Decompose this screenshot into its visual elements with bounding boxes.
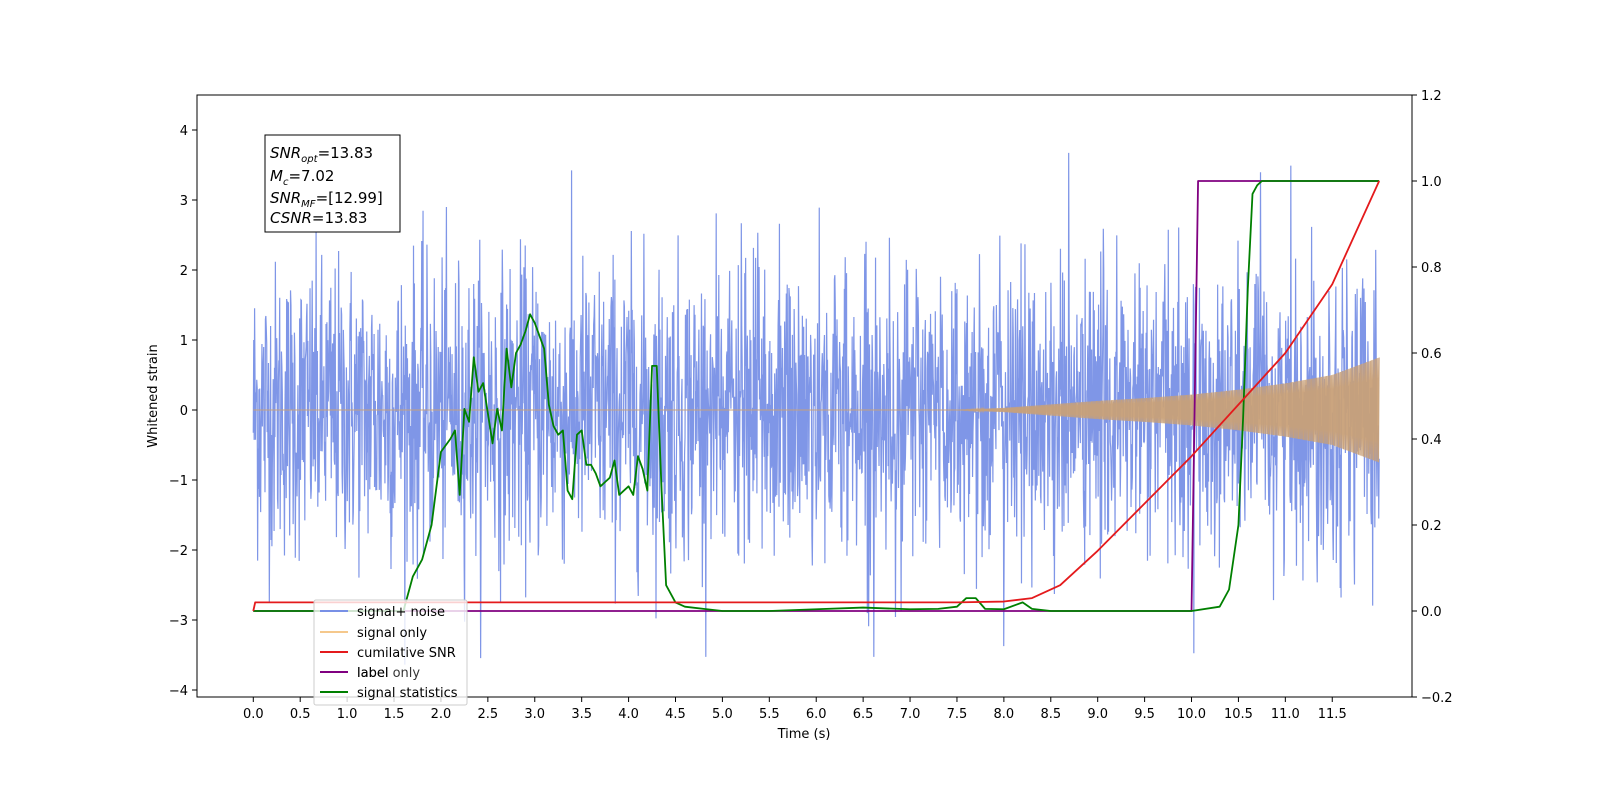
- x-axis: 0.0 0.5 1.0 1.5 2.0 2.5 3.0 3.5 4.0 4.5 5.0 5.5 6.0 6…: [243, 697, 1347, 722]
- x-tick-label: 6.0: [806, 707, 827, 722]
- legend-label-label: label: [357, 666, 388, 681]
- series-cumulative-snr: [252, 180, 1380, 612]
- x-tick-label: 1.0: [337, 707, 358, 722]
- y-tick-label: 4: [180, 124, 188, 139]
- annotation-box: SNRopt=13.83 Mc=7.02 SNRMF=[12.99] CSNR=…: [264, 134, 401, 233]
- legend-label-signal-statistics: signal statistics: [357, 686, 458, 701]
- x-tick-label: 0.5: [290, 707, 311, 722]
- series-signal-only: [253, 357, 1380, 463]
- plot-frame: [196, 94, 1413, 698]
- annotation-snr-opt: SNRopt=13.83: [270, 144, 373, 165]
- x-tick-label: 11.0: [1271, 707, 1300, 722]
- legend-label-cumulative-snr: cumilative SNR: [357, 646, 456, 661]
- y-tick-label: 3: [180, 194, 188, 209]
- x-tick-label: 7.5: [947, 707, 968, 722]
- y2-tick-label: 0.0: [1421, 605, 1442, 620]
- annotation-csnr: CSNR=13.83: [270, 209, 367, 227]
- y-axis-label: Whitened strain: [146, 344, 161, 447]
- legend-ghost-label-only: label only: [357, 666, 420, 681]
- x-tick-label: 5.5: [759, 707, 780, 722]
- legend: signal+ noise signal only cumilative SNR…: [313, 599, 468, 706]
- x-tick-label: 0.0: [243, 707, 264, 722]
- x-tick-label: 8.0: [994, 707, 1015, 722]
- x-tick-label: 2.0: [431, 707, 452, 722]
- legend-frame: [313, 599, 468, 706]
- y-tick-label: 2: [180, 264, 188, 279]
- y-axis-right: 1.2 1.0 0.8 0.6 0.4 0.2 0.0 −0.2: [1412, 89, 1453, 706]
- y2-tick-label: 1.0: [1421, 175, 1442, 190]
- annotation-frame: [264, 134, 401, 233]
- x-tick-label: 1.5: [384, 707, 405, 722]
- y2-tick-label: 0.4: [1421, 433, 1442, 448]
- x-tick-label: 3.0: [524, 707, 545, 722]
- y-tick-label: −4: [169, 684, 188, 699]
- annotation-snr-mf: SNRMF=[12.99]: [270, 189, 383, 210]
- y-tick-label: −3: [169, 614, 188, 629]
- x-tick-label: 6.5: [853, 707, 874, 722]
- legend-label-signal-noise: signal+ noise: [357, 605, 445, 620]
- y2-tick-label: −0.2: [1421, 691, 1453, 706]
- y2-tick-label: 0.6: [1421, 347, 1442, 362]
- series-signal-noise: [252, 152, 1380, 665]
- y-tick-label: −2: [169, 544, 188, 559]
- x-tick-label: 8.5: [1040, 707, 1061, 722]
- x-axis-label: Time (s): [777, 727, 831, 742]
- annotation-chirp-mass: Mc=7.02: [270, 167, 334, 188]
- y2-tick-label: 0.2: [1421, 519, 1442, 534]
- x-tick-label: 4.5: [665, 707, 686, 722]
- y-tick-label: 1: [180, 334, 188, 349]
- y-axis-left: 4 3 2 1 0 −1 −2 −3 −4: [169, 124, 197, 699]
- series-layer: [252, 152, 1380, 665]
- series-signal-statistics: [253, 180, 1380, 612]
- y-tick-label: 0: [180, 404, 188, 419]
- y2-tick-label: 0.8: [1421, 261, 1442, 276]
- x-tick-label: 9.5: [1134, 707, 1155, 722]
- x-tick-label: 4.0: [618, 707, 639, 722]
- x-tick-label: 10.5: [1224, 707, 1253, 722]
- x-tick-label: 7.0: [900, 707, 921, 722]
- x-tick-label: 9.0: [1087, 707, 1108, 722]
- x-tick-label: 11.5: [1318, 707, 1347, 722]
- x-tick-label: 5.0: [712, 707, 733, 722]
- x-tick-label: 2.5: [478, 707, 499, 722]
- y2-tick-label: 1.2: [1421, 89, 1442, 104]
- x-tick-label: 10.0: [1177, 707, 1206, 722]
- legend-label-signal-only: signal only: [357, 626, 427, 641]
- y-tick-label: −1: [169, 474, 188, 489]
- x-tick-label: 3.5: [571, 707, 592, 722]
